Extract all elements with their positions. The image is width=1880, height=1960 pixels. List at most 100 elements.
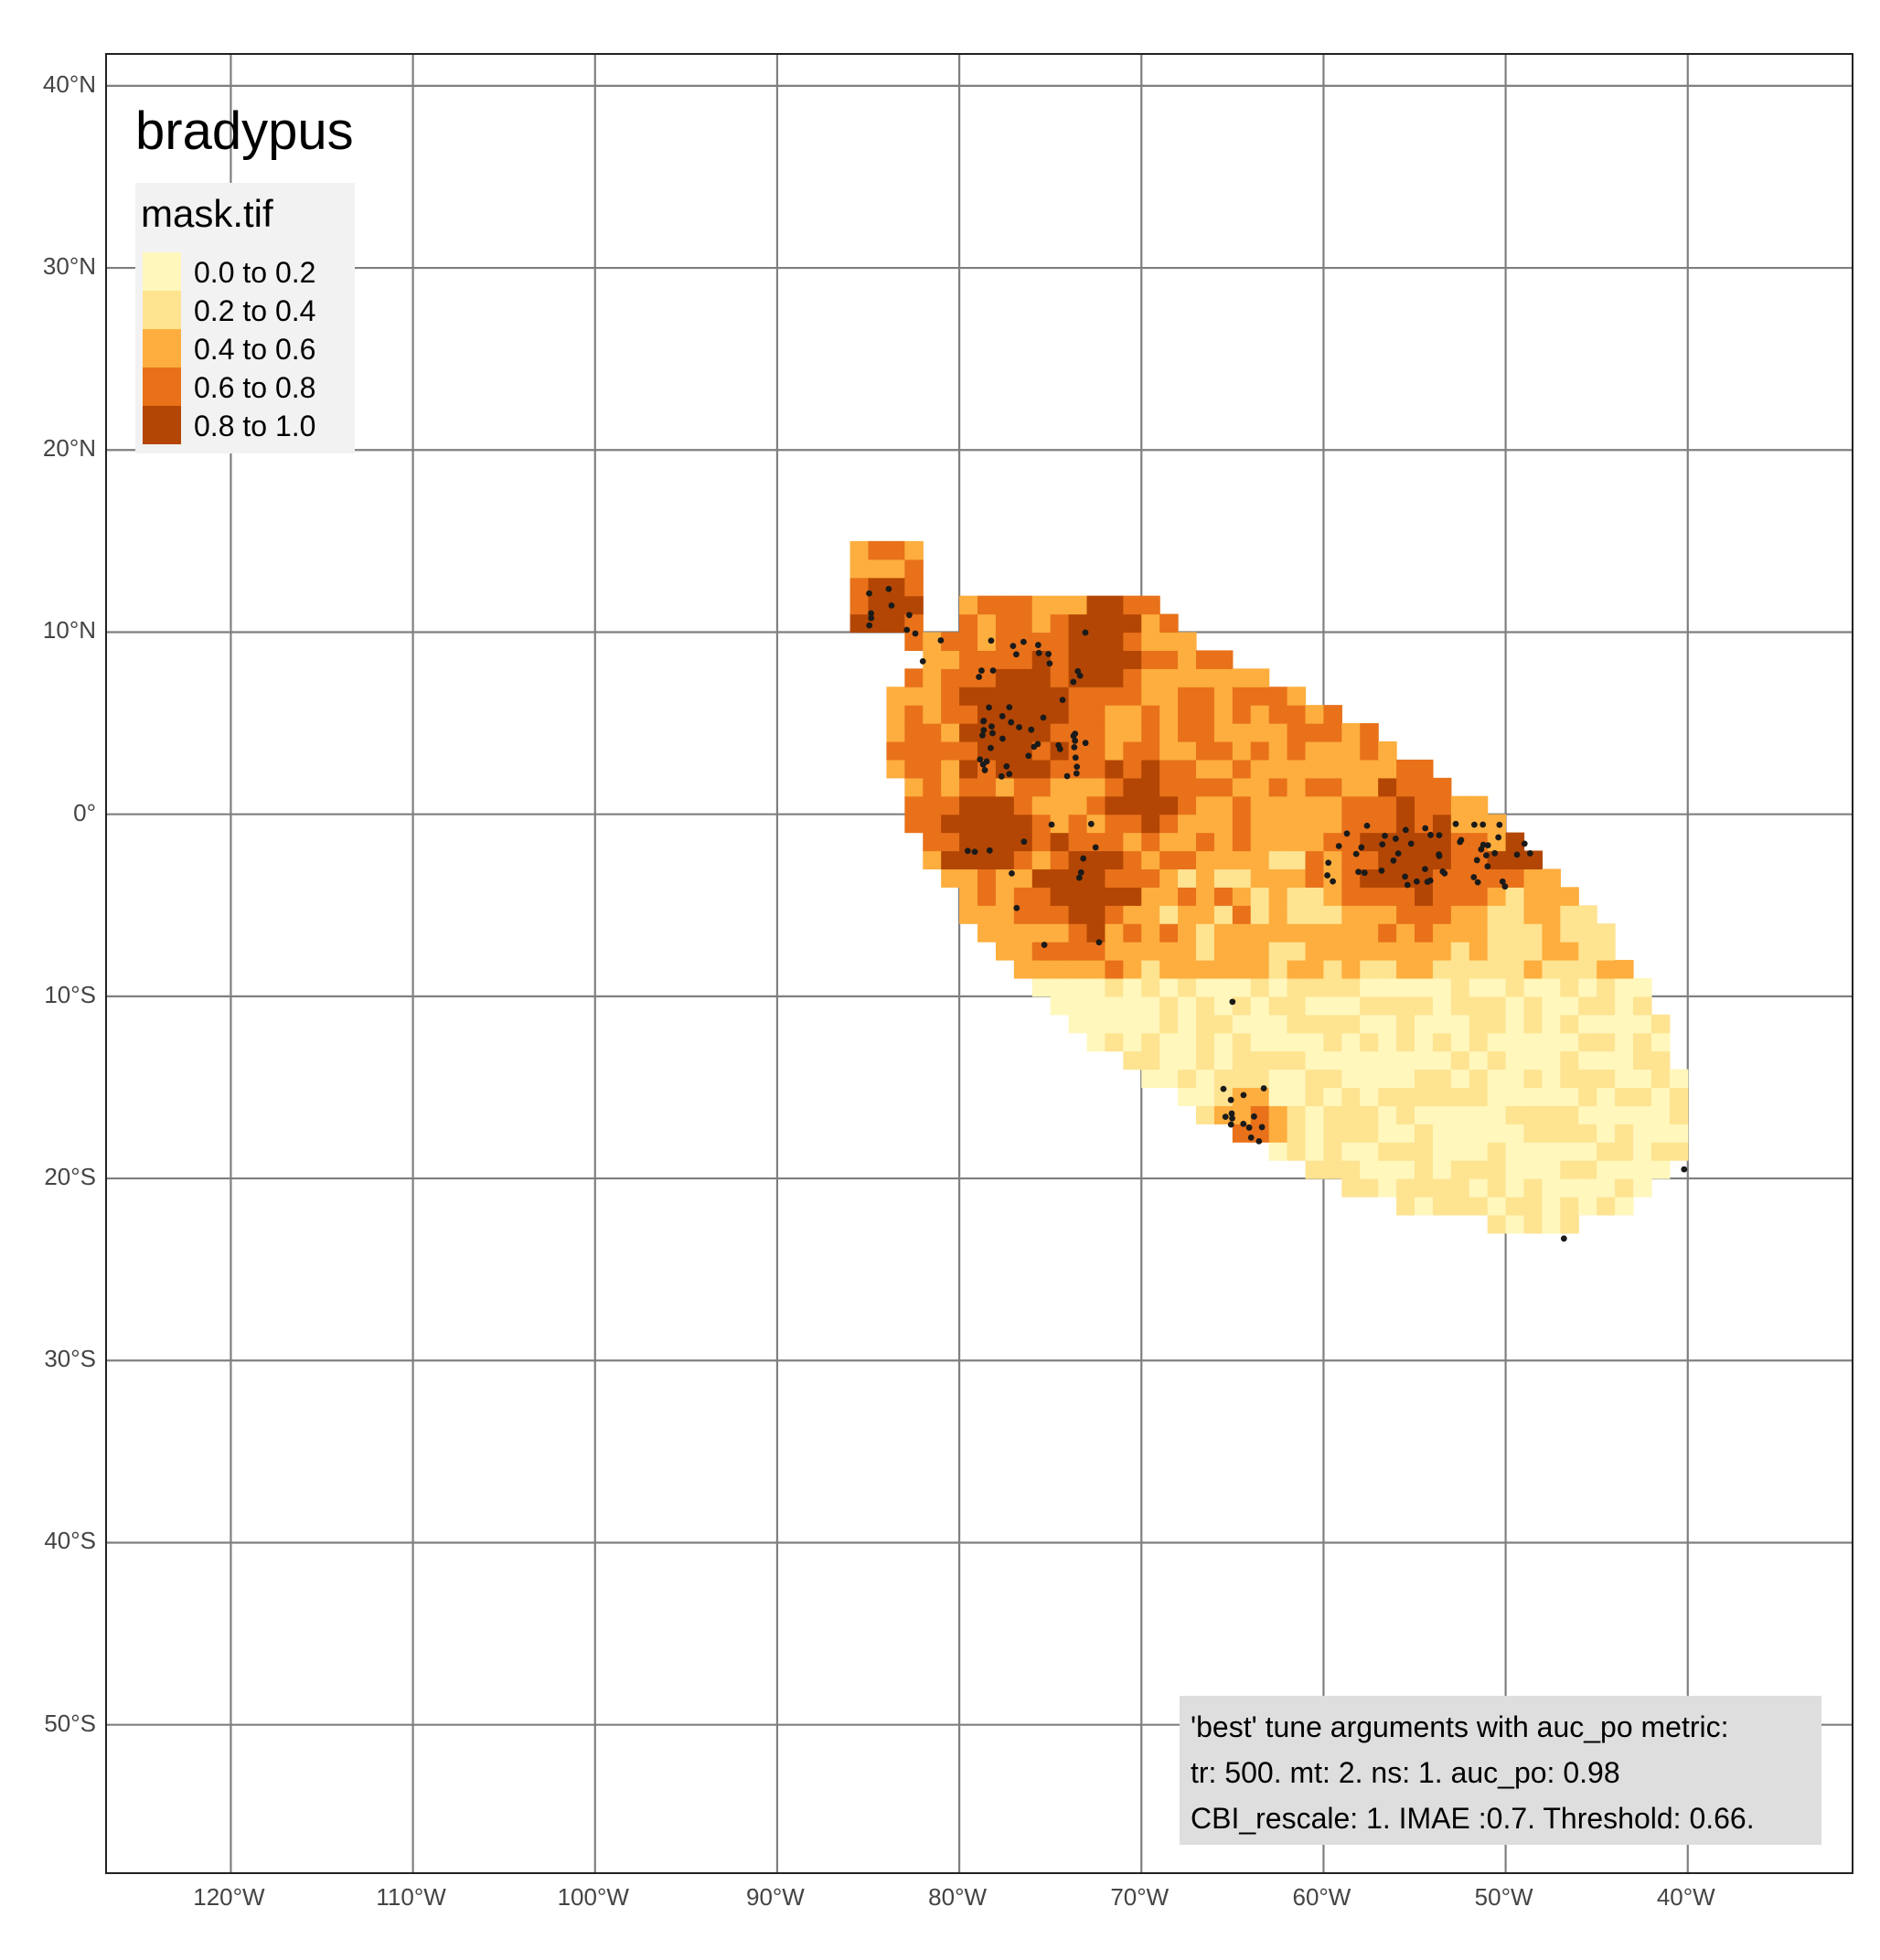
occurrence-point bbox=[1352, 850, 1360, 858]
raster-cell bbox=[1013, 613, 1033, 634]
raster-cell bbox=[1123, 977, 1142, 997]
raster-cell bbox=[1123, 795, 1142, 815]
raster-cell bbox=[1378, 942, 1397, 961]
legend: mask.tif 0.0 to 0.2 0.2 to 0.4 0.4 to 0.… bbox=[135, 183, 355, 453]
raster-cell bbox=[1505, 905, 1525, 924]
raster-cell bbox=[959, 777, 978, 797]
raster-cell bbox=[1415, 1087, 1434, 1106]
raster-cell bbox=[1287, 942, 1307, 961]
raster-cell bbox=[1615, 1032, 1634, 1052]
raster-cell bbox=[1560, 1142, 1579, 1161]
occurrence-point bbox=[983, 758, 990, 765]
raster-cell bbox=[1542, 1196, 1561, 1216]
raster-cell bbox=[1469, 1124, 1489, 1143]
raster-cell bbox=[1523, 1069, 1544, 1089]
raster-cell bbox=[1178, 650, 1197, 669]
raster-cell bbox=[1633, 996, 1652, 1016]
raster-cell bbox=[1378, 1142, 1397, 1161]
raster-cell bbox=[1105, 814, 1124, 834]
legend-swatch bbox=[143, 252, 181, 291]
raster-cell bbox=[1086, 723, 1106, 742]
occurrence-point bbox=[1470, 874, 1478, 880]
raster-cell bbox=[1141, 740, 1160, 761]
raster-cell bbox=[1268, 1124, 1288, 1143]
raster-cell bbox=[1068, 1014, 1088, 1034]
raster-cell bbox=[1013, 850, 1033, 870]
raster-cell bbox=[1268, 723, 1288, 742]
raster-cell bbox=[1086, 960, 1106, 979]
occurrence-point bbox=[1436, 852, 1443, 859]
occurrence-point bbox=[937, 637, 945, 644]
raster-cell bbox=[1068, 977, 1088, 997]
raster-cell bbox=[995, 814, 1015, 834]
raster-cell bbox=[1287, 977, 1307, 997]
raster-cell bbox=[1105, 595, 1124, 615]
occurrence-point bbox=[986, 704, 992, 711]
raster-cell bbox=[1469, 996, 1489, 1016]
raster-cell bbox=[1360, 1160, 1379, 1179]
raster-cell bbox=[1487, 1160, 1507, 1179]
raster-cell bbox=[904, 759, 924, 779]
lon-tick-label: 80°W bbox=[928, 1883, 988, 1911]
occurrence-point bbox=[989, 730, 996, 737]
occurrence-point bbox=[1240, 1120, 1247, 1127]
raster-cell bbox=[1341, 1124, 1361, 1143]
raster-cell bbox=[1031, 832, 1052, 852]
raster-cell bbox=[1287, 740, 1307, 761]
occurrence-point bbox=[1479, 841, 1487, 848]
raster-cell bbox=[1505, 1124, 1525, 1143]
raster-cell bbox=[995, 740, 1015, 761]
raster-cell bbox=[1268, 1032, 1288, 1052]
raster-cell bbox=[1597, 942, 1616, 961]
raster-cell bbox=[977, 795, 997, 815]
occurrence-point bbox=[1087, 820, 1095, 827]
raster-cell bbox=[1031, 814, 1052, 834]
raster-cell bbox=[1542, 1214, 1561, 1234]
raster-cell bbox=[1159, 942, 1179, 961]
raster-cell bbox=[1232, 923, 1252, 943]
occurrence-point bbox=[1082, 629, 1089, 636]
raster-cell bbox=[941, 814, 960, 834]
raster-cell bbox=[1597, 1124, 1616, 1143]
raster-cell bbox=[1013, 668, 1033, 687]
raster-cell bbox=[1396, 1160, 1415, 1179]
raster-cell bbox=[1341, 1032, 1361, 1052]
raster-cell bbox=[1141, 795, 1160, 815]
raster-cell bbox=[1650, 1105, 1671, 1124]
raster-cell bbox=[904, 668, 924, 687]
raster-cell bbox=[1432, 1142, 1452, 1161]
raster-cell bbox=[1123, 650, 1142, 669]
raster-cell bbox=[1086, 740, 1106, 761]
raster-cell bbox=[1560, 1178, 1579, 1198]
raster-cell bbox=[1597, 1160, 1616, 1179]
occurrence-point bbox=[1076, 672, 1084, 679]
raster-cell bbox=[1415, 1050, 1434, 1071]
raster-cell bbox=[1415, 942, 1434, 961]
occurrence-point bbox=[1045, 650, 1052, 657]
raster-cell bbox=[886, 759, 905, 779]
raster-cell bbox=[1305, 868, 1325, 888]
raster-cell bbox=[1123, 996, 1142, 1016]
raster-cell bbox=[1615, 1124, 1634, 1143]
raster-cell bbox=[1105, 942, 1124, 961]
raster-cell bbox=[977, 850, 997, 870]
raster-cell bbox=[1560, 996, 1579, 1016]
raster-cell bbox=[1105, 687, 1124, 706]
raster-cell bbox=[923, 759, 942, 779]
raster-cell bbox=[1378, 887, 1397, 906]
raster-cell bbox=[849, 577, 870, 597]
raster-cell bbox=[1196, 1087, 1215, 1106]
raster-cell bbox=[1268, 1069, 1288, 1089]
raster-cell bbox=[1487, 832, 1507, 852]
occurrence-point bbox=[1072, 737, 1079, 744]
raster-cell bbox=[1086, 705, 1106, 724]
raster-cell bbox=[1487, 1178, 1507, 1198]
occurrence-point bbox=[1082, 740, 1089, 747]
occurrence-point bbox=[1491, 849, 1499, 857]
raster-cell bbox=[1213, 723, 1234, 742]
raster-cell bbox=[1615, 1105, 1634, 1124]
raster-cell bbox=[995, 905, 1015, 924]
raster-cell bbox=[1542, 923, 1561, 943]
raster-cell bbox=[1469, 1142, 1489, 1161]
raster-cell bbox=[1287, 960, 1307, 979]
